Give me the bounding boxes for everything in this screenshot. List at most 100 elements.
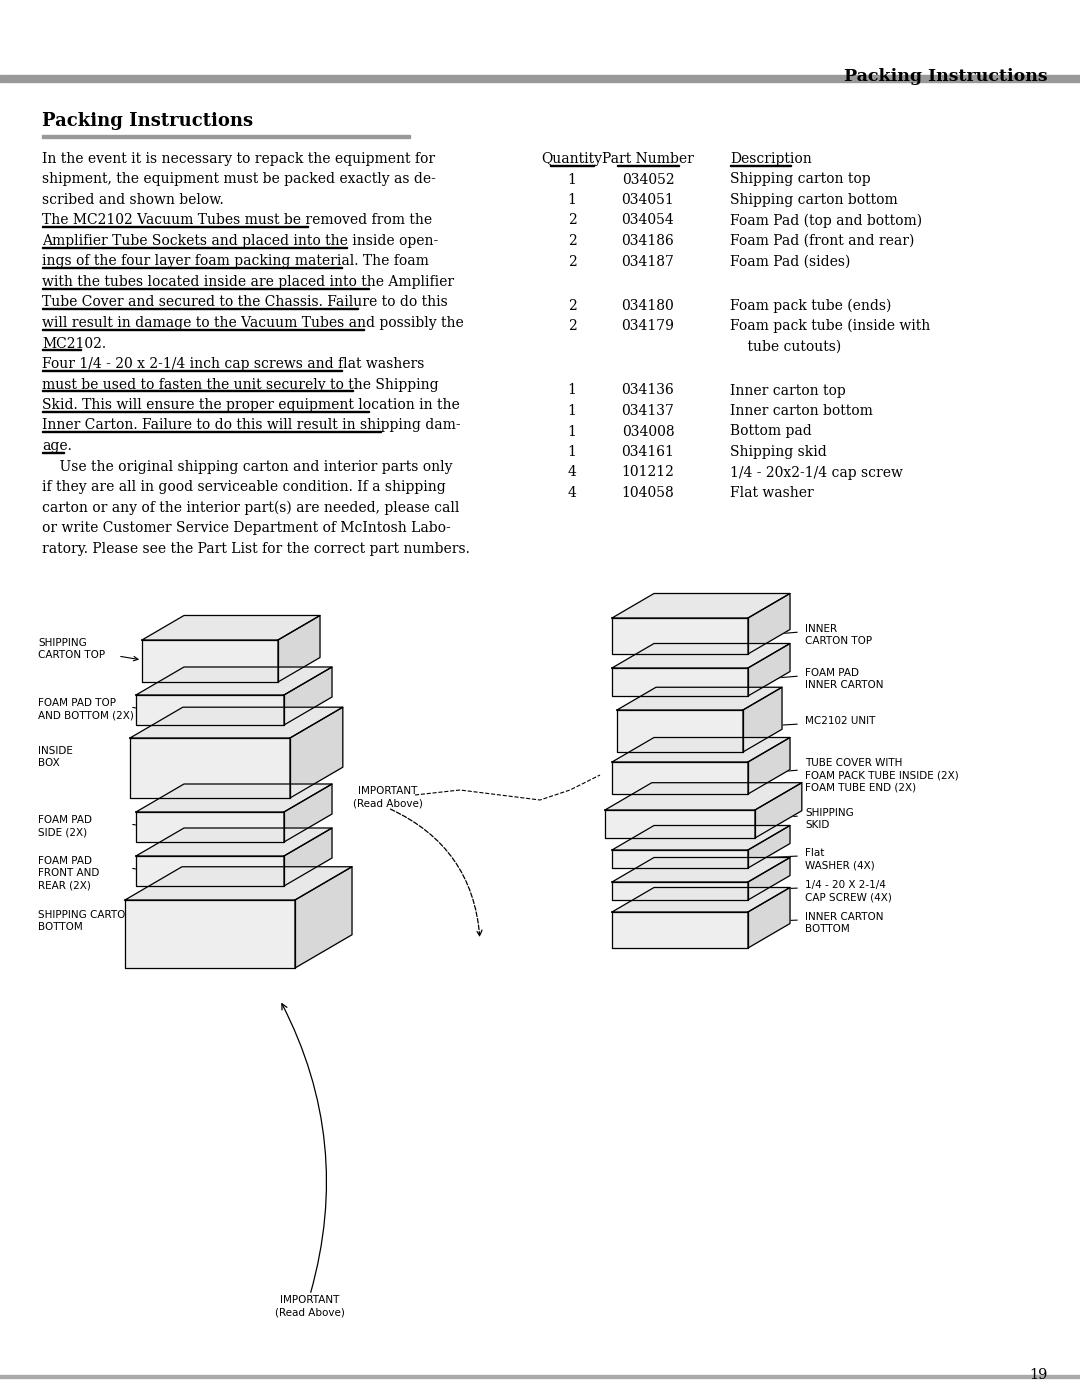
Polygon shape: [612, 887, 789, 912]
Polygon shape: [612, 617, 748, 654]
Text: Inner carton top: Inner carton top: [730, 384, 846, 398]
Text: INNER CARTON
BOTTOM: INNER CARTON BOTTOM: [805, 912, 883, 935]
Text: 1: 1: [568, 425, 577, 439]
Text: 1: 1: [568, 384, 577, 398]
Text: 19: 19: [1029, 1368, 1048, 1382]
Text: TUBE COVER WITH
FOAM PACK TUBE INSIDE (2X)
FOAM TUBE END (2X): TUBE COVER WITH FOAM PACK TUBE INSIDE (2…: [805, 759, 959, 793]
Text: INNER
CARTON TOP: INNER CARTON TOP: [805, 624, 873, 647]
Polygon shape: [617, 710, 743, 752]
Text: Flat washer: Flat washer: [730, 486, 813, 500]
Polygon shape: [141, 616, 320, 640]
Text: Tube Cover and secured to the Chassis. Failure to do this: Tube Cover and secured to the Chassis. F…: [42, 296, 448, 310]
Polygon shape: [612, 912, 748, 949]
Text: 034179: 034179: [622, 319, 674, 332]
Text: SHIPPING
SKID: SHIPPING SKID: [805, 807, 854, 830]
Text: 2: 2: [568, 319, 577, 332]
Polygon shape: [284, 666, 332, 725]
Polygon shape: [743, 687, 782, 752]
Polygon shape: [291, 707, 342, 798]
Text: age.: age.: [42, 439, 72, 453]
Polygon shape: [136, 812, 284, 842]
Polygon shape: [748, 738, 789, 793]
Text: Use the original shipping carton and interior parts only: Use the original shipping carton and int…: [42, 460, 453, 474]
Text: FOAM PAD
INNER CARTON: FOAM PAD INNER CARTON: [805, 668, 883, 690]
Polygon shape: [748, 858, 789, 900]
Polygon shape: [605, 782, 801, 810]
Text: 2: 2: [568, 254, 577, 268]
Text: will result in damage to the Vacuum Tubes and possibly the: will result in damage to the Vacuum Tube…: [42, 316, 463, 330]
Polygon shape: [755, 782, 801, 838]
Polygon shape: [748, 594, 789, 654]
Text: Quantity: Quantity: [541, 152, 603, 166]
Polygon shape: [605, 810, 755, 838]
Polygon shape: [748, 887, 789, 949]
Polygon shape: [125, 866, 352, 900]
Text: 034180: 034180: [622, 299, 674, 313]
Text: ings of the four layer foam packing material. The foam: ings of the four layer foam packing mate…: [42, 254, 429, 268]
Text: Bottom pad: Bottom pad: [730, 425, 812, 439]
Text: 1: 1: [568, 446, 577, 460]
Text: Four 1/4 - 20 x 2-1/4 inch cap screws and flat washers: Four 1/4 - 20 x 2-1/4 inch cap screws an…: [42, 358, 424, 372]
Text: 034054: 034054: [622, 214, 674, 228]
Polygon shape: [612, 761, 748, 793]
Text: The MC2102 Vacuum Tubes must be removed from the: The MC2102 Vacuum Tubes must be removed …: [42, 214, 432, 228]
Text: FOAM PAD TOP
AND BOTTOM (2X): FOAM PAD TOP AND BOTTOM (2X): [38, 698, 134, 721]
Polygon shape: [136, 856, 284, 886]
Text: 101212: 101212: [622, 465, 674, 479]
Text: MC2102 UNIT: MC2102 UNIT: [805, 717, 876, 726]
Bar: [42, 134, 410, 138]
Polygon shape: [612, 644, 789, 668]
Bar: [0, 1375, 1080, 1377]
Text: Shipping carton bottom: Shipping carton bottom: [730, 193, 897, 207]
Text: 034187: 034187: [622, 254, 674, 268]
Text: Inner carton bottom: Inner carton bottom: [730, 404, 873, 418]
Text: with the tubes located inside are placed into the Amplifier: with the tubes located inside are placed…: [42, 275, 454, 289]
Text: IMPORTANT
(Read Above): IMPORTANT (Read Above): [353, 787, 423, 809]
Text: Description: Description: [730, 152, 812, 166]
Text: 034161: 034161: [622, 446, 674, 460]
Polygon shape: [284, 828, 332, 886]
Polygon shape: [130, 707, 342, 738]
Text: SHIPPING
CARTON TOP: SHIPPING CARTON TOP: [38, 638, 105, 661]
Polygon shape: [612, 858, 789, 882]
Text: 034051: 034051: [622, 193, 674, 207]
Text: INSIDE
BOX: INSIDE BOX: [38, 746, 72, 768]
Polygon shape: [612, 849, 748, 868]
Text: or write Customer Service Department of McIntosh Labo-: or write Customer Service Department of …: [42, 521, 450, 535]
Text: 1: 1: [568, 193, 577, 207]
Polygon shape: [612, 882, 748, 900]
Text: 2: 2: [568, 214, 577, 228]
Polygon shape: [136, 666, 332, 694]
Text: 4: 4: [568, 465, 577, 479]
Text: Foam Pad (top and bottom): Foam Pad (top and bottom): [730, 214, 922, 228]
Text: ratory. Please see the Part List for the correct part numbers.: ratory. Please see the Part List for the…: [42, 542, 470, 556]
Text: Skid. This will ensure the proper equipment location in the: Skid. This will ensure the proper equipm…: [42, 398, 460, 412]
Text: if they are all in good serviceable condition. If a shipping: if they are all in good serviceable cond…: [42, 481, 446, 495]
Text: 034008: 034008: [622, 425, 674, 439]
Text: Foam pack tube (inside with: Foam pack tube (inside with: [730, 319, 930, 334]
Polygon shape: [612, 826, 789, 849]
Polygon shape: [136, 828, 332, 856]
Text: Packing Instructions: Packing Instructions: [845, 68, 1048, 85]
Polygon shape: [612, 738, 789, 761]
Text: 104058: 104058: [622, 486, 674, 500]
Text: 1: 1: [568, 172, 577, 187]
Text: 1: 1: [568, 404, 577, 418]
Text: Part Number: Part Number: [602, 152, 694, 166]
Text: Flat
WASHER (4X): Flat WASHER (4X): [805, 848, 875, 870]
Text: In the event it is necessary to repack the equipment for: In the event it is necessary to repack t…: [42, 152, 435, 166]
Polygon shape: [125, 900, 295, 968]
Text: Foam pack tube (ends): Foam pack tube (ends): [730, 299, 891, 313]
Text: Foam Pad (sides): Foam Pad (sides): [730, 254, 850, 268]
Text: 2: 2: [568, 235, 577, 249]
Text: 2: 2: [568, 299, 577, 313]
Text: Shipping skid: Shipping skid: [730, 446, 827, 460]
Polygon shape: [612, 594, 789, 617]
Text: shipment, the equipment must be packed exactly as de-: shipment, the equipment must be packed e…: [42, 172, 436, 187]
Polygon shape: [141, 640, 278, 682]
Polygon shape: [130, 738, 291, 798]
Polygon shape: [136, 784, 332, 812]
Polygon shape: [617, 687, 782, 710]
Text: Amplifier Tube Sockets and placed into the inside open-: Amplifier Tube Sockets and placed into t…: [42, 235, 438, 249]
Text: 034186: 034186: [622, 235, 674, 249]
